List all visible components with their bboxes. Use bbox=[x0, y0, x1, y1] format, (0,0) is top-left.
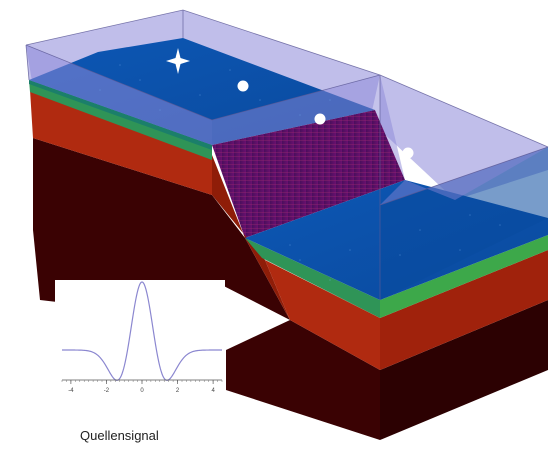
star-icon bbox=[166, 48, 190, 74]
wavelet-tick-label: -4 bbox=[68, 388, 74, 394]
right-sediment-strip bbox=[245, 238, 380, 318]
right-red-layer-front bbox=[265, 260, 380, 370]
source-wavelet-plot: -4 -2 0 2 4 bbox=[61, 281, 223, 394]
right-sediment-strip-side bbox=[380, 235, 548, 318]
caption-quellensignal: Quellensignal bbox=[80, 428, 159, 443]
receiver-dot bbox=[237, 80, 249, 92]
right-dark-layer-side bbox=[380, 300, 548, 440]
wavelet-curve bbox=[62, 281, 222, 381]
left-red-layer-front bbox=[30, 90, 212, 195]
left-sediment-strip-top bbox=[29, 80, 212, 150]
right-dark-layer-front bbox=[226, 320, 380, 440]
glass-edges bbox=[25, 9, 549, 300]
wavelet-tick-label: 2 bbox=[176, 388, 180, 394]
wavelet-tick-label: -2 bbox=[104, 388, 110, 394]
glass-front-slope bbox=[212, 75, 405, 180]
left-dark-layer-front bbox=[33, 138, 212, 310]
glass-front-left bbox=[26, 45, 212, 145]
slope-red-cut bbox=[212, 155, 290, 320]
water-specks bbox=[99, 64, 501, 281]
slope-cut-face bbox=[212, 195, 290, 320]
wavelet-panel bbox=[55, 280, 225, 406]
wavelet-tick-label: 0 bbox=[140, 388, 144, 394]
right-water-side bbox=[380, 147, 548, 300]
right-red-layer-side bbox=[380, 250, 548, 370]
wavelet-tick-label: 4 bbox=[211, 388, 215, 394]
slope-surface bbox=[212, 110, 405, 238]
receiver-dot bbox=[314, 113, 326, 125]
receiver-dot bbox=[402, 147, 414, 159]
